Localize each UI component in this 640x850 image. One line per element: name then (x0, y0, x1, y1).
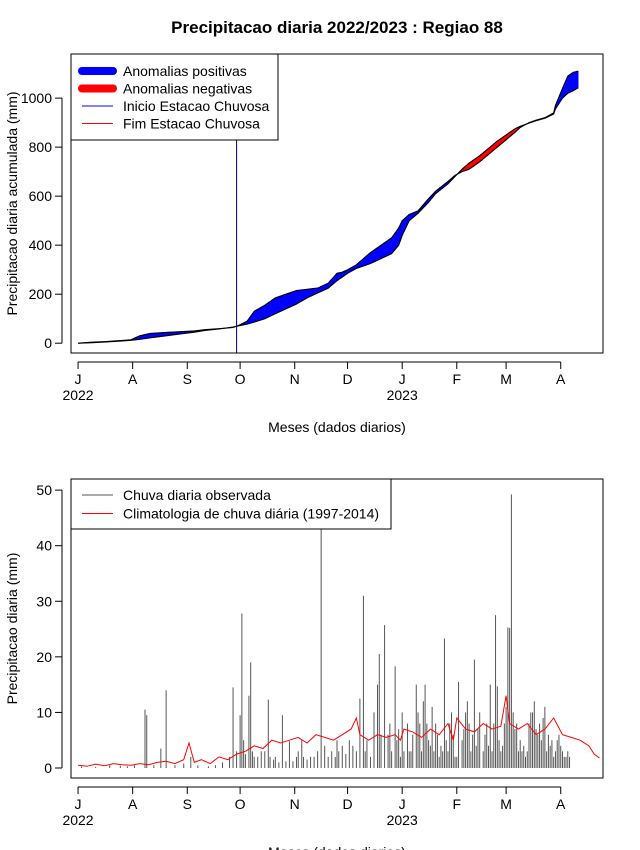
x-tick-label: A (128, 371, 138, 387)
x-tick-label: D (343, 796, 353, 812)
legend-season-end-label: Fim Estacao Chuvosa (123, 116, 260, 132)
x-tick-label: J (399, 796, 406, 812)
y-tick-label: 0 (44, 760, 52, 776)
legend-box (70, 478, 392, 530)
top-legend: Anomalias positivas Anomalias negativasIn… (70, 53, 279, 141)
positive-anomaly-area (317, 282, 329, 294)
x-tick-label: O (235, 796, 246, 812)
x-tick-label: M (500, 371, 512, 387)
year-label: 2023 (387, 812, 418, 828)
bottom-axes: J A S O N D J F M A 2022 2023 0 10 20 30 40 50 Meses (dado… (4, 478, 604, 850)
x-tick-label: S (183, 371, 192, 387)
x-axis-title: Meses (dados diarios) (268, 844, 406, 850)
y-tick-label: 400 (29, 237, 53, 253)
x-tick-label: F (453, 371, 462, 387)
positive-anomaly-area (296, 289, 308, 305)
climatology-line (77, 695, 600, 767)
y-tick-label: 10 (36, 704, 52, 720)
legend-observed-rain-label: Chuva diaria observada (123, 487, 271, 503)
y-tick-label: 40 (36, 538, 52, 554)
x-axis-title: Meses (dados diarios) (268, 419, 406, 435)
x-tick-label: N (290, 371, 300, 387)
x-tick-label: J (75, 796, 82, 812)
y-tick-label: 20 (36, 649, 52, 665)
plot-frame (70, 53, 604, 354)
x-tick-label: M (500, 796, 512, 812)
x-tick-label: O (235, 371, 246, 387)
x-tick-label: J (399, 371, 406, 387)
cumulative-precipitation-chart: J A S O N D J F M A 2022 2023 0 200 400 600 800 1000 Meses… (4, 53, 604, 435)
top-axes: J A S O N D J F M A 2022 2023 0 200 400 600 800 1000 Meses… (4, 53, 604, 435)
x-tick-label: J (75, 371, 82, 387)
daily-rain-bars (81, 494, 571, 768)
year-label: 2023 (387, 387, 418, 403)
climatology-cumulative-line (77, 87, 579, 344)
legend-negative-anomaly-label: Anomalias negativas (123, 81, 252, 97)
y-tick-label: 30 (36, 593, 52, 609)
bottom-legend: Chuva diaria observada Climatologia de ch… (70, 478, 392, 530)
y-tick-label: 1000 (21, 90, 52, 106)
legend-season-start-label: Inicio Estacao Chuvosa (123, 98, 270, 114)
x-tick-label: A (128, 796, 138, 812)
x-tick-label: F (453, 796, 462, 812)
x-tick-label: N (290, 796, 300, 812)
x-tick-label: A (556, 796, 566, 812)
y-axis-title: Precipitacao diaria acumulada (mm) (4, 91, 20, 315)
y-tick-label: 0 (44, 335, 52, 351)
year-label: 2022 (62, 387, 93, 403)
legend-climatology-label: Climatologia de chuva diária (1997-2014) (123, 506, 379, 522)
x-tick-label: A (556, 371, 566, 387)
daily-precipitation-chart: J A S O N D J F M A 2022 2023 0 10 20 30 40 50 Meses (dado… (4, 478, 604, 850)
x-tick-label: D (343, 371, 353, 387)
y-tick-label: 600 (29, 188, 53, 204)
y-tick-label: 800 (29, 139, 53, 155)
y-tick-label: 200 (29, 286, 53, 302)
climatology-daily-line (77, 695, 600, 767)
y-tick-label: 50 (36, 482, 52, 498)
figure-title: Precipitacao diaria 2022/2023 : Regiao 8… (171, 18, 503, 37)
y-axis-title: Precipitacao diaria (mm) (4, 553, 20, 705)
observed-cumulative-line (77, 70, 579, 344)
x-tick-label: S (183, 796, 192, 812)
year-label: 2022 (62, 812, 93, 828)
legend-positive-anomaly-label: Anomalias positivas (123, 63, 247, 79)
